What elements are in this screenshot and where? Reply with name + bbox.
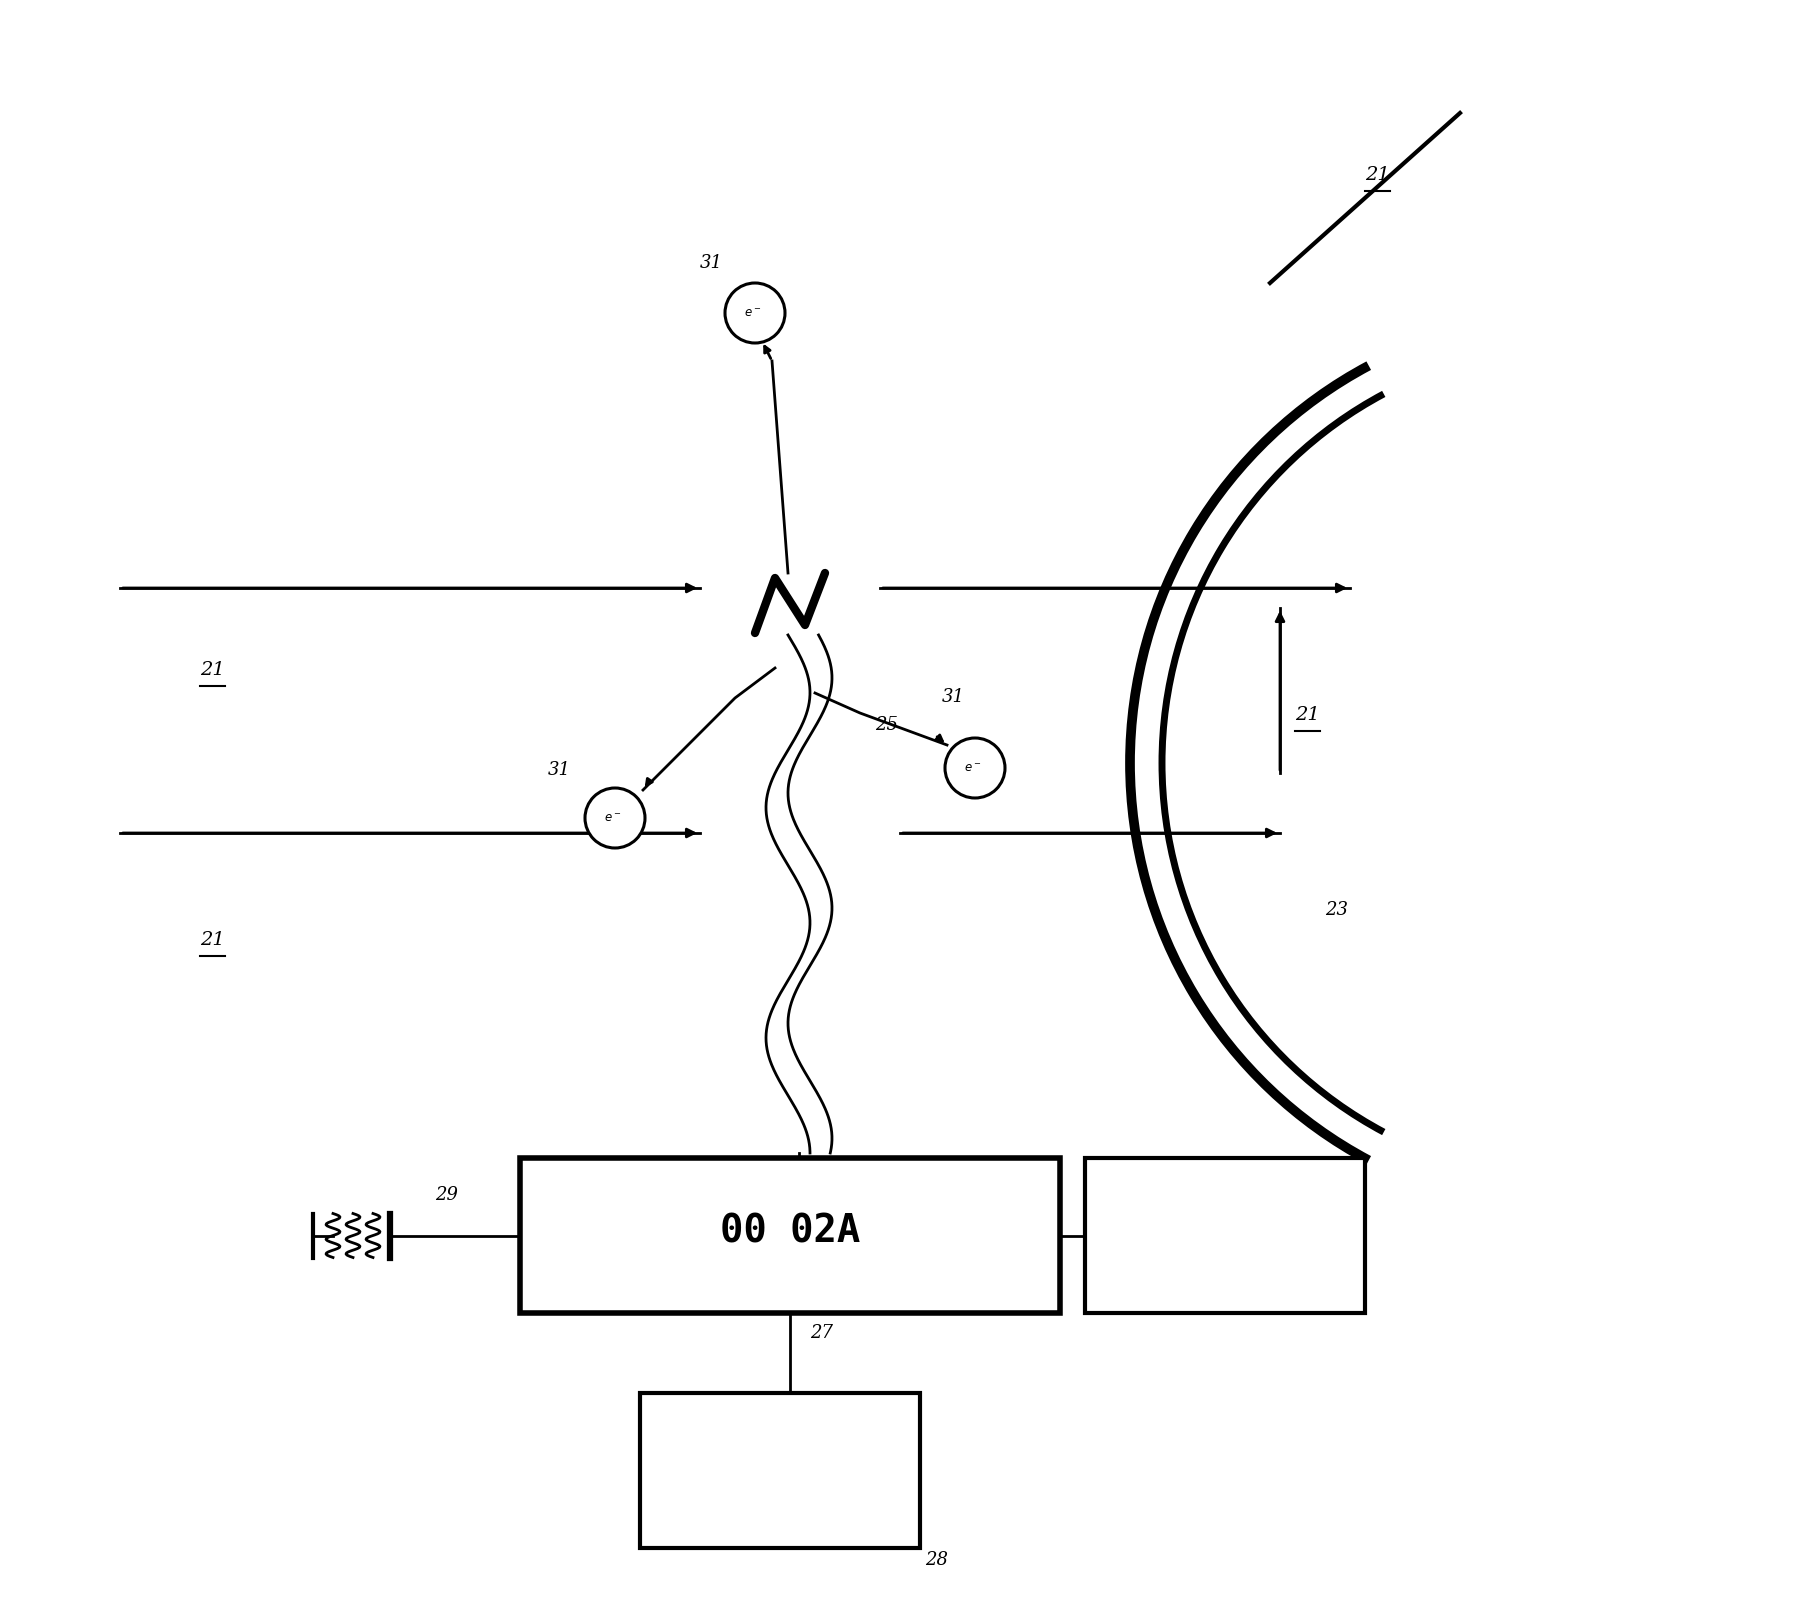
Text: 25: 25	[876, 716, 897, 734]
Bar	[1085, 1159, 1364, 1313]
Bar	[640, 1393, 921, 1548]
Circle shape	[944, 738, 1006, 799]
Text: 21: 21	[1364, 166, 1389, 183]
Text: 21: 21	[1296, 706, 1319, 724]
Text: 21: 21	[200, 930, 225, 948]
Text: 27: 27	[811, 1323, 833, 1341]
Text: 00 02A: 00 02A	[719, 1212, 860, 1250]
Text: 31: 31	[548, 761, 571, 779]
Bar	[521, 1159, 1060, 1313]
Text: 28: 28	[924, 1550, 948, 1568]
Text: 31: 31	[942, 688, 966, 706]
Text: 31: 31	[699, 253, 723, 271]
Text: $e^-$: $e^-$	[744, 307, 762, 320]
Text: 29: 29	[434, 1185, 458, 1203]
Circle shape	[724, 284, 786, 344]
Text: 23: 23	[1324, 901, 1348, 919]
Text: $e^-$: $e^-$	[964, 761, 982, 774]
Text: 21: 21	[200, 661, 225, 678]
Text: $e^-$: $e^-$	[604, 812, 622, 824]
Circle shape	[586, 789, 645, 849]
